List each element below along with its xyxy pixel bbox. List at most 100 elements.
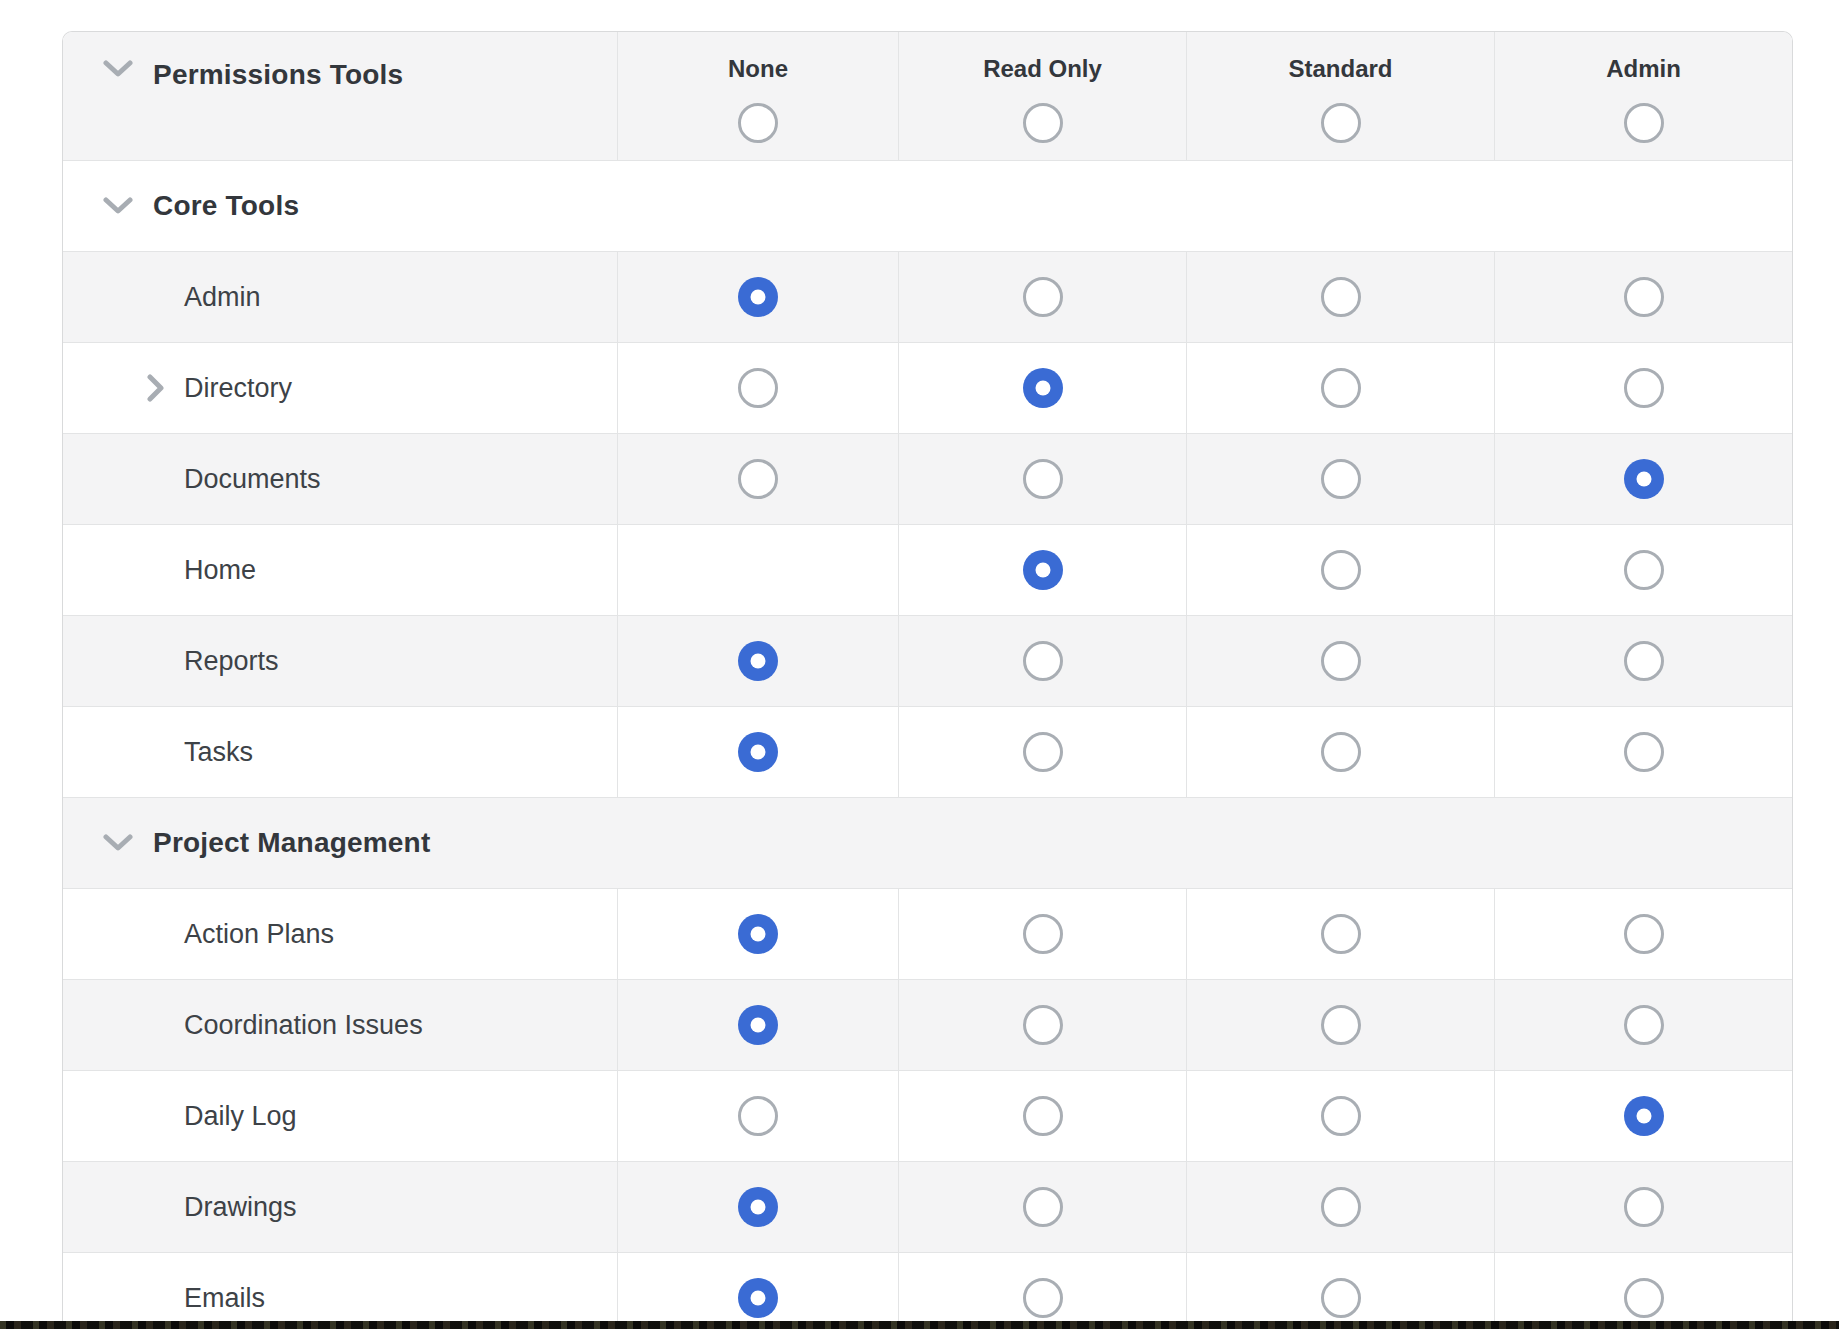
- permissions-table: Permissions Tools None Read Only Standar…: [62, 31, 1793, 1322]
- cell-admin: [1494, 889, 1792, 979]
- cell-standard: [1186, 889, 1494, 979]
- cell-none: [617, 707, 898, 797]
- tool-label: Documents: [184, 464, 321, 495]
- cell-none: [617, 980, 898, 1070]
- cell-none: [617, 343, 898, 433]
- cell-standard: [1186, 707, 1494, 797]
- radio-standard[interactable]: [1321, 641, 1361, 681]
- radio-standard[interactable]: [1321, 1005, 1361, 1045]
- cell-admin: [1494, 343, 1792, 433]
- chevron-right-icon[interactable]: [146, 373, 164, 403]
- cell-none: [617, 1071, 898, 1161]
- radio-read_only[interactable]: [1023, 1278, 1063, 1318]
- cell-standard: [1186, 252, 1494, 342]
- radio-admin[interactable]: [1624, 914, 1664, 954]
- radio-none-selected[interactable]: [738, 1005, 778, 1045]
- radio-none-selected[interactable]: [738, 641, 778, 681]
- column-header-label-standard: Standard: [1288, 56, 1392, 82]
- radio-standard[interactable]: [1321, 1278, 1361, 1318]
- radio-admin[interactable]: [1624, 641, 1664, 681]
- radio-none-selected[interactable]: [738, 732, 778, 772]
- section-label: Project Management: [153, 827, 430, 859]
- radio-admin[interactable]: [1624, 1005, 1664, 1045]
- radio-none-selected[interactable]: [738, 1278, 778, 1318]
- cell-admin: [1494, 1162, 1792, 1252]
- radio-standard[interactable]: [1321, 1187, 1361, 1227]
- chevron-down-icon[interactable]: [103, 834, 133, 852]
- section-header-row-1: Project Management: [63, 798, 1792, 889]
- radio-standard[interactable]: [1321, 550, 1361, 590]
- radio-none-selected[interactable]: [738, 277, 778, 317]
- cell-standard: [1186, 1071, 1494, 1161]
- cell-read_only: [898, 616, 1186, 706]
- radio-standard[interactable]: [1321, 277, 1361, 317]
- cell-read_only: [898, 1162, 1186, 1252]
- cell-admin: [1494, 707, 1792, 797]
- permissions-header-row: Permissions Tools None Read Only Standar…: [63, 32, 1792, 161]
- tool-row: Tasks: [63, 707, 1792, 798]
- cell-standard: [1186, 616, 1494, 706]
- radio-admin[interactable]: [1624, 277, 1664, 317]
- column-header-label-read_only: Read Only: [983, 56, 1102, 82]
- radio-none[interactable]: [738, 1096, 778, 1136]
- column-header-read_only: Read Only: [898, 32, 1186, 160]
- radio-header-standard[interactable]: [1321, 103, 1361, 143]
- radio-admin-selected[interactable]: [1624, 459, 1664, 499]
- radio-read_only[interactable]: [1023, 277, 1063, 317]
- radio-admin[interactable]: [1624, 368, 1664, 408]
- radio-header-none[interactable]: [738, 103, 778, 143]
- tool-row: Directory: [63, 343, 1792, 434]
- tool-row: Coordination Issues: [63, 980, 1792, 1071]
- radio-admin[interactable]: [1624, 550, 1664, 590]
- column-header-label-none: None: [728, 56, 788, 82]
- cell-read_only: [898, 434, 1186, 524]
- radio-standard[interactable]: [1321, 459, 1361, 499]
- radio-read_only-selected[interactable]: [1023, 368, 1063, 408]
- radio-header-read_only[interactable]: [1023, 103, 1063, 143]
- radio-none-selected[interactable]: [738, 914, 778, 954]
- radio-none[interactable]: [738, 368, 778, 408]
- cell-standard: [1186, 343, 1494, 433]
- column-header-none: None: [617, 32, 898, 160]
- tool-label: Admin: [184, 282, 261, 313]
- radio-header-admin[interactable]: [1624, 103, 1664, 143]
- cell-read_only: [898, 1071, 1186, 1161]
- section-label: Core Tools: [153, 190, 299, 222]
- tool-label: Action Plans: [184, 919, 334, 950]
- radio-read_only[interactable]: [1023, 1187, 1063, 1227]
- radio-standard[interactable]: [1321, 914, 1361, 954]
- tool-label: Home: [184, 555, 256, 586]
- radio-read_only[interactable]: [1023, 732, 1063, 772]
- radio-read_only[interactable]: [1023, 459, 1063, 499]
- tool-row: Action Plans: [63, 889, 1792, 980]
- radio-admin-selected[interactable]: [1624, 1096, 1664, 1136]
- cell-none: [617, 525, 898, 615]
- tool-label: Reports: [184, 646, 279, 677]
- radio-admin[interactable]: [1624, 1187, 1664, 1227]
- radio-admin[interactable]: [1624, 1278, 1664, 1318]
- tool-row: Daily Log: [63, 1071, 1792, 1162]
- chevron-down-icon[interactable]: [103, 60, 133, 78]
- cell-read_only: [898, 252, 1186, 342]
- radio-none-selected[interactable]: [738, 1187, 778, 1227]
- radio-read_only[interactable]: [1023, 641, 1063, 681]
- radio-read_only[interactable]: [1023, 914, 1063, 954]
- column-header-label-admin: Admin: [1606, 56, 1681, 82]
- tool-label: Emails: [184, 1283, 265, 1314]
- radio-standard[interactable]: [1321, 732, 1361, 772]
- radio-read_only-selected[interactable]: [1023, 550, 1063, 590]
- radio-read_only[interactable]: [1023, 1005, 1063, 1045]
- cell-admin: [1494, 1253, 1792, 1322]
- radio-standard[interactable]: [1321, 1096, 1361, 1136]
- permissions-header-label-cell: Permissions Tools: [63, 32, 617, 160]
- radio-read_only[interactable]: [1023, 1096, 1063, 1136]
- tool-label: Tasks: [184, 737, 253, 768]
- radio-none[interactable]: [738, 459, 778, 499]
- permissions-header-title: Permissions Tools: [153, 60, 403, 90]
- radio-standard[interactable]: [1321, 368, 1361, 408]
- chevron-down-icon[interactable]: [103, 197, 133, 215]
- radio-admin[interactable]: [1624, 732, 1664, 772]
- cell-admin: [1494, 252, 1792, 342]
- tool-row: Reports: [63, 616, 1792, 707]
- tool-row: Emails: [63, 1253, 1792, 1322]
